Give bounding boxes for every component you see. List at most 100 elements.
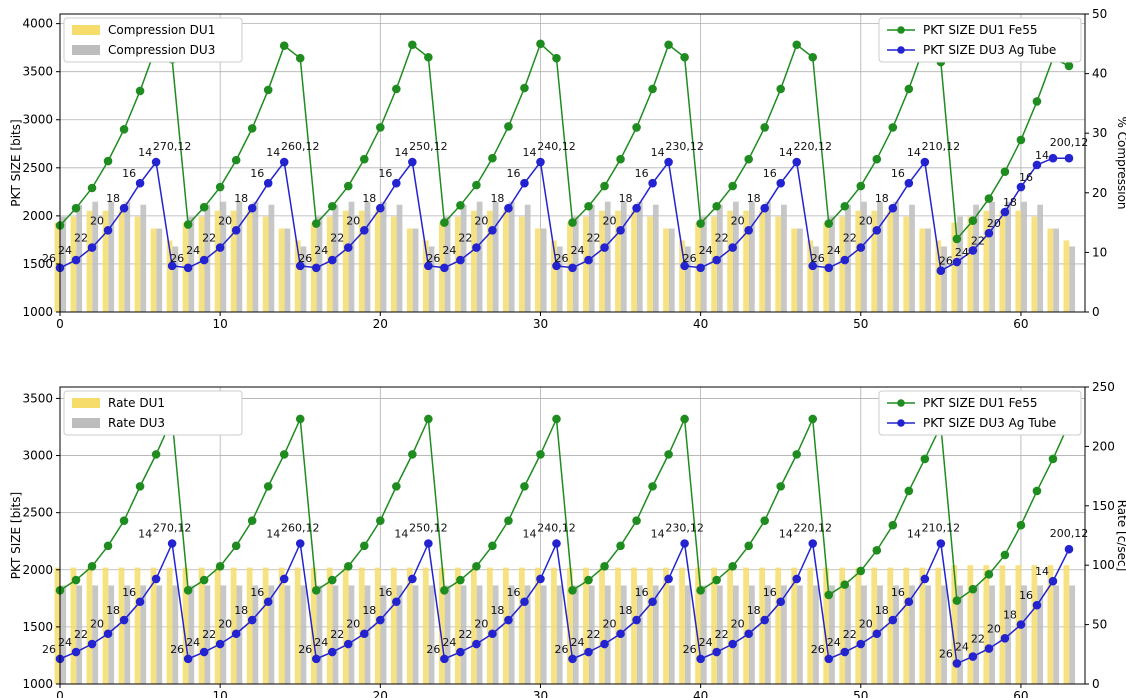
bar-du3	[668, 585, 675, 684]
bar-du1	[983, 210, 990, 312]
series-point-du1-fe55	[1016, 135, 1026, 145]
bar-legend: Rate DU1 Rate DU3	[63, 390, 243, 436]
bar-du3	[156, 228, 163, 312]
series-point-du3-ag-tube	[840, 255, 850, 265]
bar-du1	[166, 240, 173, 312]
point-label: 24	[314, 636, 328, 649]
bar-du1	[519, 216, 525, 312]
point-label: 200,12	[1050, 527, 1089, 540]
series-point-du1-fe55	[311, 586, 321, 595]
bar-du1	[935, 240, 942, 312]
bar-du1	[679, 240, 685, 312]
bar-du3	[444, 216, 451, 312]
series-point-du3-ag-tube	[119, 615, 129, 625]
point-label: 16	[122, 167, 136, 180]
bar-du3	[220, 585, 227, 684]
bar-du3	[540, 585, 547, 684]
series-point-du3-ag-tube	[408, 574, 417, 584]
series-point-du1-fe55	[71, 203, 81, 213]
bar-du3	[620, 201, 627, 312]
bar-du3	[364, 201, 371, 312]
point-label: 14	[1035, 149, 1049, 162]
bar-du1	[983, 565, 990, 684]
series-point-du3-ag-tube	[119, 203, 129, 213]
series-point-du3-ag-tube	[760, 615, 769, 625]
bar-du3	[829, 216, 835, 312]
series-point-du1-fe55	[568, 586, 577, 595]
point-label: 18	[362, 192, 376, 205]
bar-du1	[599, 210, 605, 312]
bar-du1	[647, 216, 653, 312]
point-label: 24	[571, 636, 585, 649]
series-point-du3-ag-tube	[263, 178, 273, 188]
series-point-du1-fe55	[696, 586, 705, 595]
series-point-du3-ag-tube	[327, 647, 337, 657]
series-point-du3-ag-tube	[856, 639, 866, 649]
legend-swatch	[72, 45, 100, 55]
y-tick-label: 1000	[22, 305, 53, 319]
series-point-du1-fe55	[856, 181, 866, 191]
bar-du3	[60, 585, 67, 684]
series-point-du3-ag-tube	[343, 243, 353, 252]
series-point-du1-fe55	[728, 181, 737, 191]
y-tick-label: 2000	[22, 209, 53, 223]
series-point-du3-ag-tube	[920, 157, 930, 167]
point-label: 18	[875, 192, 889, 205]
point-label: 22	[971, 633, 985, 646]
bar-du1	[262, 216, 269, 312]
bar-du1	[502, 567, 509, 684]
series-point-du3-ag-tube	[952, 257, 962, 267]
series-point-du1-fe55	[504, 122, 513, 131]
point-label: 16	[763, 167, 777, 180]
point-label: 22	[74, 628, 88, 641]
point-label: 20	[731, 618, 745, 631]
point-label: 18	[490, 192, 504, 205]
bar-du1	[454, 216, 461, 312]
series-point-du1-fe55	[151, 450, 161, 459]
bar-du3	[829, 585, 835, 684]
point-label: 14	[779, 527, 793, 540]
point-label: 16	[763, 586, 777, 599]
bar-du3	[748, 201, 755, 312]
point-label: 26	[555, 643, 569, 656]
series-point-du1-fe55	[712, 575, 721, 585]
bar-du3	[316, 585, 323, 684]
series-point-du1-fe55	[840, 201, 850, 211]
point-label: 18	[747, 192, 761, 205]
bar-du3	[204, 585, 211, 684]
series-point-du1-fe55	[584, 575, 593, 585]
series-point-du1-fe55	[840, 580, 850, 589]
bar-du3	[284, 585, 291, 684]
bar-du3	[140, 585, 147, 684]
point-label: 24	[827, 636, 841, 649]
bar-du1	[390, 567, 397, 684]
bar-du3	[508, 585, 515, 684]
y-tick-label: 4000	[22, 17, 53, 31]
series-point-du1-fe55	[71, 575, 81, 585]
series-point-du1-fe55	[824, 590, 834, 600]
series-point-du3-ag-tube	[568, 263, 577, 273]
series-point-du1-fe55	[552, 53, 561, 63]
bar-du3	[636, 201, 643, 312]
point-label: 26	[298, 252, 312, 265]
bar-du3	[524, 204, 531, 312]
bar-du1	[807, 567, 814, 684]
line-legend: PKT SIZE DU1 Fe55 PKT SIZE DU3 Ag Tube	[878, 17, 1082, 63]
bar-du3	[813, 585, 819, 684]
point-label: 26	[42, 252, 56, 265]
bar-du1	[583, 567, 589, 684]
series-point-du3-ag-tube	[920, 574, 930, 584]
series-point-du1-fe55	[888, 520, 898, 530]
series-point-du3-ag-tube	[568, 654, 577, 664]
series-point-du3-ag-tube	[968, 246, 978, 255]
bar-du1	[615, 210, 621, 312]
bar-du3	[588, 585, 595, 684]
series-point-du1-fe55	[215, 562, 225, 571]
series-point-du1-fe55	[408, 40, 417, 50]
series-point-du3-ag-tube	[536, 574, 545, 584]
series-point-du1-fe55	[680, 414, 689, 424]
legend-marker	[897, 419, 905, 427]
bar-du1	[759, 567, 766, 684]
series-point-du1-fe55	[680, 52, 689, 62]
x-tick-label: 20	[373, 317, 388, 331]
